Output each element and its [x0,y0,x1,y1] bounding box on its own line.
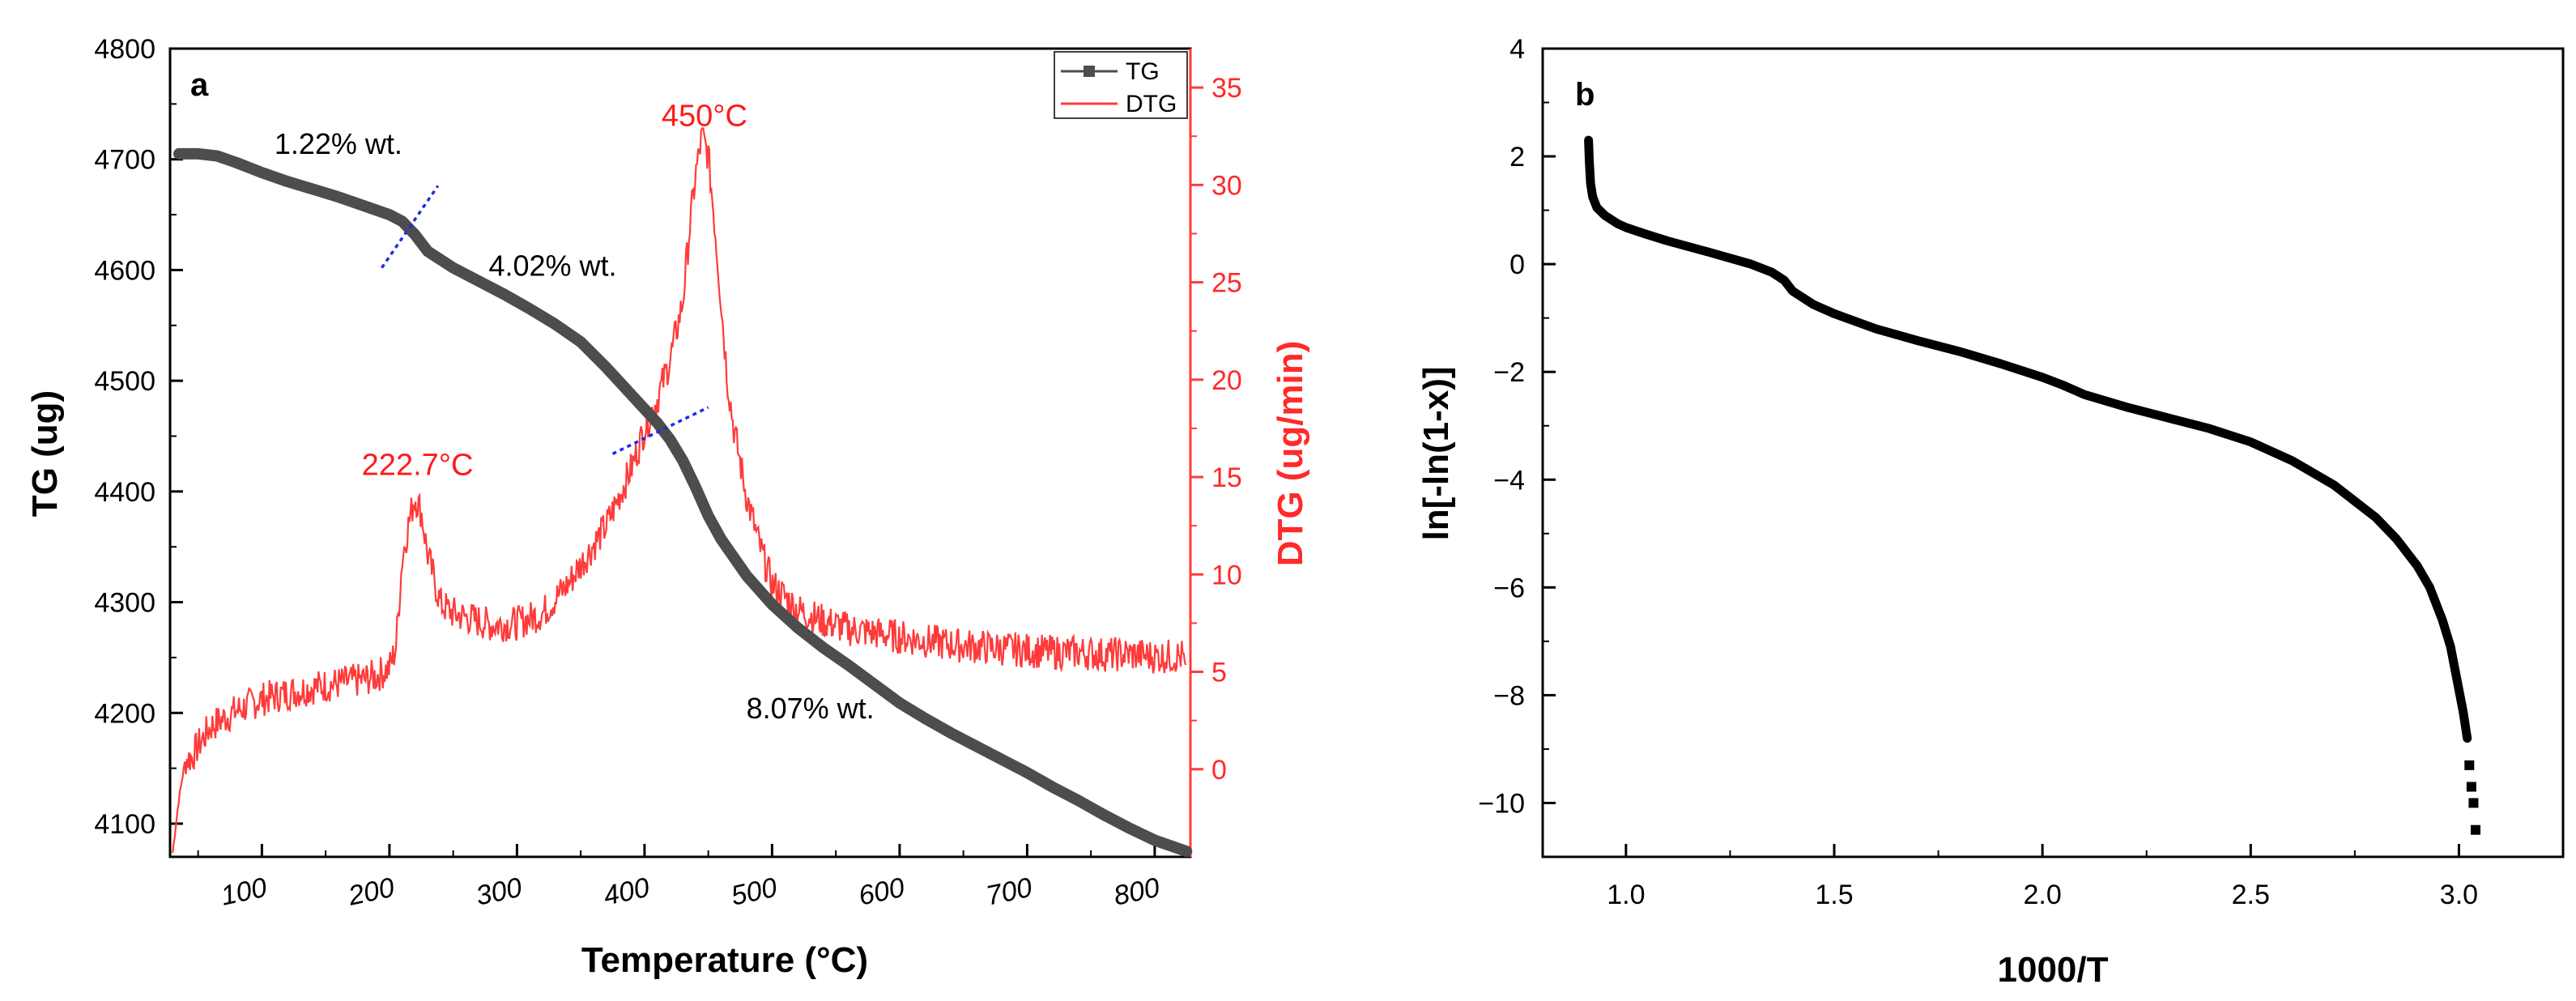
x-tick-label: 2.0 [2024,880,2062,910]
annotation-label: 4.02% wt. [488,249,616,282]
y2-tick-label: 30 [1211,170,1242,201]
x-tick-label: 1.0 [1607,880,1645,910]
panel-b-xlabel: 1000/T [1998,950,2109,990]
dtg-line [172,127,1187,854]
y2-tick-label: 0 [1211,755,1227,786]
y-tick-label: 4200 [94,698,155,729]
y-tick-label: 4500 [94,366,155,397]
tg-line [173,147,1193,858]
y-tick-label: 2 [1509,142,1525,173]
panel-b-series [1584,135,2480,835]
panel-b-ticks: 1.0 1.5 2.0 2.5 3.0 −10 −8 −6 −4 −2 0 2 4 [1478,34,2478,910]
panel-b-label: b [1575,77,1595,113]
y-tick-label: 0 [1509,249,1525,280]
y2-tick-label: 35 [1211,73,1242,104]
y-tick-label: 4400 [94,477,155,508]
panel-a-ticks: 100 200 300 400 500 600 700 8004100420043004400… [94,34,1241,912]
data-point [2468,798,2479,808]
y-tick-label: −4 [1493,465,1525,496]
x-tick-label: 100 [218,872,269,912]
panel-a-ylabel: TG (ug) [25,390,65,517]
y-tick-label: −6 [1493,573,1525,603]
x-tick-label: 200 [345,872,397,912]
annotation-label: 1.22% wt. [275,127,402,160]
data-point [2464,760,2475,770]
annotation-label: 222.7°C [362,448,474,482]
panel-a-xlabel: Temperature (°C) [581,940,868,980]
y-tick-label: 4 [1509,34,1525,65]
legend-dtg-label: DTG [1126,91,1177,117]
panel-a-y2label: DTG (ug/min) [1271,341,1310,567]
panel-a-label: a [190,67,209,103]
y-tick-label: 4800 [94,34,155,65]
y2-tick-label: 10 [1211,560,1242,590]
y-tick-label: −8 [1493,680,1525,711]
x-tick-label: 2.5 [2232,880,2270,910]
panel-b-frame [1541,47,2565,858]
annotation-label: 450°C [662,100,747,134]
x-tick-label: 800 [1111,872,1162,912]
x-tick-label: 600 [856,872,907,912]
x-tick-label: 1.5 [1815,880,1853,910]
data-point [2466,782,2476,792]
y-tick-label: 4300 [94,588,155,619]
x-tick-label: 3.0 [2440,880,2478,910]
divider-dotted-line [611,406,709,455]
y-tick-label: −2 [1493,357,1525,388]
panel-b: 1.0 1.5 2.0 2.5 3.0 −10 −8 −6 −4 −2 0 2 4 b 1000/T l… [1416,34,2565,990]
y-tick-label: 4700 [94,145,155,176]
y-tick-label: −10 [1478,788,1525,819]
x-tick-label: 400 [601,872,652,912]
y2-tick-label: 25 [1211,268,1242,299]
y-tick-label: 4100 [94,809,155,840]
x-tick-label: 300 [473,872,524,912]
panel-a-annotations: 1.22% wt. 4.02% wt. 8.07% wt. 450°C 222.7°C [275,100,875,725]
kinetic-curve [1584,135,2472,743]
legend-tg-marker [1084,66,1095,77]
legend-box [1054,51,1188,119]
y-tick-label: 4600 [94,255,155,286]
panel-a-legend: TG DTG [1054,51,1188,119]
y2-tick-label: 20 [1211,365,1242,396]
y2-tick-label: 5 [1211,658,1227,688]
y2-tick-label: 15 [1211,462,1242,493]
x-tick-label: 700 [983,872,1034,912]
divider-dotted-line [381,185,440,269]
legend-tg-label: TG [1126,58,1160,85]
annotation-label: 8.07% wt. [747,692,875,725]
panel-a: 100 200 300 400 500 600 700 8004100420043004400… [25,34,1310,980]
panel-b-ylabel: ln[-ln(1-x)] [1416,366,1456,540]
panel-a-series [172,127,1193,858]
data-point [2471,824,2480,835]
x-tick-label: 500 [728,872,779,912]
